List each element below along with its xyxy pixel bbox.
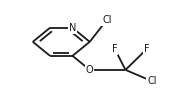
Text: O: O	[86, 65, 94, 75]
Text: Cl: Cl	[102, 15, 112, 25]
Text: N: N	[69, 23, 76, 33]
Text: Cl: Cl	[147, 76, 157, 86]
Text: F: F	[112, 44, 118, 54]
Text: F: F	[144, 44, 149, 54]
